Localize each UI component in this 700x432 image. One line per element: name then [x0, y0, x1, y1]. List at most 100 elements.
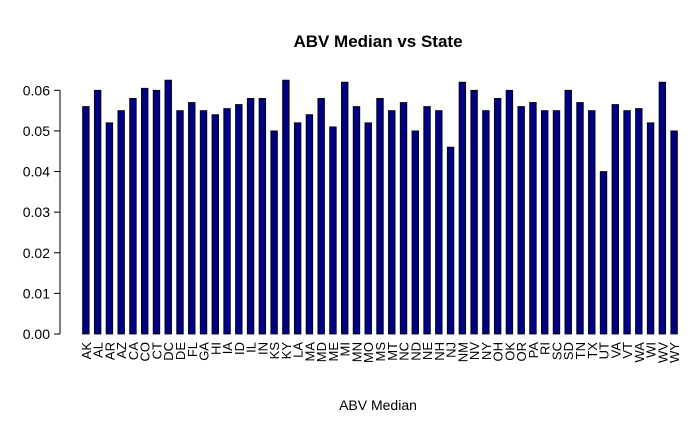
x-tick-label: RI	[538, 342, 553, 355]
bar-co	[141, 87, 149, 335]
bar-pa	[529, 102, 537, 335]
x-tick-label: MA	[302, 342, 317, 362]
x-tick-label: KS	[267, 342, 282, 360]
x-tick-label: NC	[397, 342, 412, 361]
x-tick-label: ME	[326, 342, 341, 362]
x-tick-label: MT	[385, 342, 400, 361]
x-tick-label: AR	[102, 342, 117, 360]
x-tick-label: AK	[79, 342, 94, 360]
y-tick-label: 0.00	[23, 326, 50, 342]
bar-la	[293, 122, 302, 335]
bar-nh	[435, 110, 443, 335]
bar-wa	[635, 108, 643, 335]
x-tick-label: LA	[291, 342, 306, 358]
x-tick-label: KY	[279, 342, 294, 360]
bar-il	[246, 98, 255, 335]
bar-dc	[164, 79, 172, 335]
x-tick-label: VT	[620, 342, 635, 359]
bar-oh	[493, 98, 502, 335]
x-tick-label: UT	[597, 342, 612, 359]
y-tick-label: 0.04	[23, 164, 50, 180]
bar-ca	[129, 98, 137, 335]
bar-mi	[341, 81, 349, 335]
bars	[82, 79, 678, 335]
bar-mn	[352, 106, 361, 335]
bar-ny	[482, 110, 490, 335]
x-tick-label: ID	[232, 342, 247, 355]
x-tick-label: MO	[361, 342, 376, 363]
x-tick-label: CA	[126, 342, 141, 360]
bar-mo	[364, 122, 372, 335]
x-tick-label: OK	[502, 342, 517, 361]
bar-in	[258, 98, 267, 335]
y-tick-label: 0.01	[23, 285, 50, 301]
x-tick-label: DE	[173, 342, 188, 360]
x-axis-title: ABV Median	[339, 397, 417, 413]
bar-ia	[223, 108, 231, 335]
x-axis-labels: AKALARAZCACOCTDCDEFLGAHIIAIDILINKSKYLAMA…	[79, 342, 682, 363]
bar-sc	[552, 110, 561, 335]
bar-md	[317, 98, 325, 335]
bar-wy	[670, 130, 678, 335]
x-tick-label: TX	[585, 342, 600, 359]
x-tick-label: NJ	[444, 342, 459, 358]
bar-ok	[505, 89, 514, 335]
bar-mt	[388, 110, 396, 335]
x-tick-label: VA	[608, 342, 623, 359]
x-tick-label: NY	[479, 342, 494, 360]
bar-tx	[588, 110, 596, 335]
x-tick-label: OR	[514, 342, 529, 362]
x-tick-label: NH	[432, 342, 447, 361]
y-tick-label: 0.05	[23, 123, 50, 139]
bar-ms	[376, 98, 384, 335]
bar-nv	[470, 89, 478, 335]
y-tick-label: 0.03	[23, 204, 50, 220]
x-tick-label: AZ	[114, 342, 129, 359]
bar-ky	[282, 79, 290, 335]
x-tick-label: WV	[655, 342, 670, 363]
x-tick-label: FL	[185, 342, 200, 357]
bar-hi	[211, 114, 219, 335]
x-tick-label: OH	[491, 342, 506, 362]
bar-va	[611, 104, 619, 335]
bar-nd	[411, 130, 419, 335]
y-tick-label: 0.02	[23, 245, 50, 261]
bar-ak	[82, 106, 90, 335]
y-axis: 0.00 0.01 0.02 0.03 0.04 0.05 0.06	[23, 82, 61, 342]
y-tick-label: 0.06	[23, 82, 50, 98]
bar-id	[235, 104, 243, 335]
x-tick-label: MS	[373, 342, 388, 362]
x-tick-label: IA	[220, 342, 235, 355]
x-tick-label: GA	[197, 342, 212, 361]
x-tick-label: MD	[314, 342, 329, 362]
bar-tn	[576, 102, 584, 335]
bar-ma	[305, 114, 314, 335]
bar-nj	[446, 146, 455, 335]
bar-wv	[658, 81, 667, 335]
bar-vt	[623, 110, 631, 335]
bar-ct	[152, 89, 161, 335]
bar-ri	[541, 110, 549, 335]
bar-de	[176, 110, 184, 335]
x-tick-label: WI	[644, 342, 659, 358]
x-tick-label: CO	[138, 342, 153, 362]
bar-ne	[423, 106, 431, 335]
x-tick-label: MN	[349, 342, 364, 362]
x-tick-label: HI	[208, 342, 223, 355]
x-tick-label: IN	[255, 342, 270, 355]
x-tick-label: MI	[338, 342, 353, 356]
bar-wi	[646, 122, 655, 335]
chart-title: ABV Median vs State	[293, 32, 462, 51]
bar-or	[517, 106, 525, 335]
x-tick-label: AL	[91, 342, 106, 358]
bar-ar	[105, 122, 114, 335]
bar-sd	[564, 89, 572, 335]
bar-al	[93, 89, 102, 335]
bar-nm	[458, 81, 467, 335]
x-tick-label: TN	[573, 342, 588, 359]
x-tick-label: PA	[526, 342, 541, 359]
x-tick-label: DC	[161, 342, 176, 361]
bar-ut	[599, 171, 608, 335]
x-tick-label: ND	[408, 342, 423, 361]
